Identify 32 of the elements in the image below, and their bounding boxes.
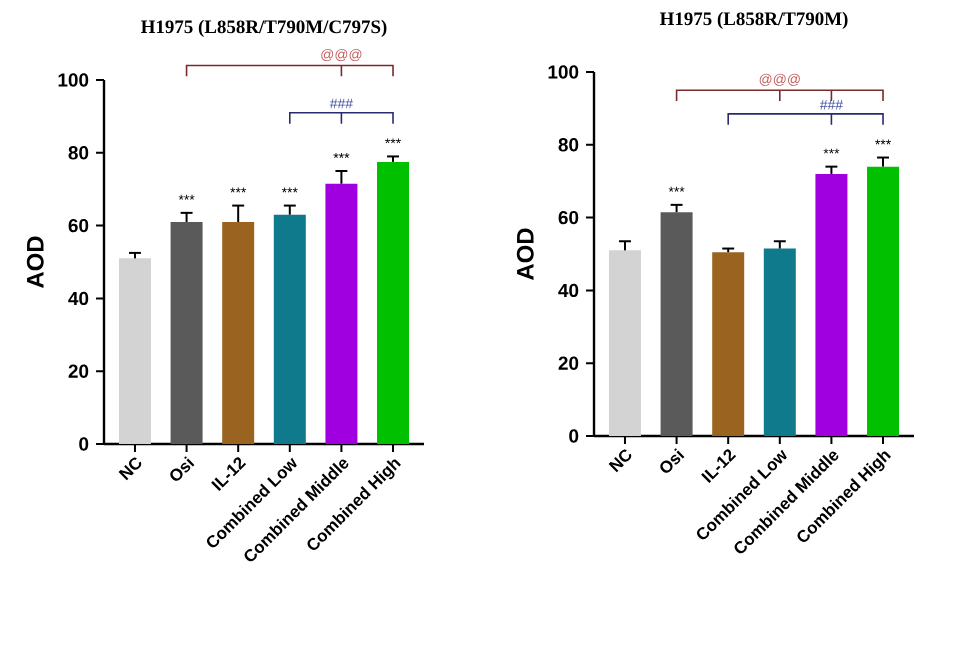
y-tick-label: 80 [558, 138, 579, 152]
chart-title: H1975 (L858R/T790M/C797S) [141, 19, 387, 37]
x-tick-label: Osi [660, 448, 685, 473]
x-tick-label: NC [608, 449, 632, 473]
bar [867, 166, 900, 436]
x-tick-label: NC [118, 457, 142, 481]
y-tick-label: 40 [558, 283, 579, 298]
y-tick-label: 0 [569, 429, 579, 443]
bar [815, 173, 848, 436]
bar [273, 214, 306, 444]
bar [712, 252, 745, 436]
bar [222, 221, 255, 444]
x-tick-label: Osi [170, 456, 195, 481]
bar [660, 212, 693, 436]
y-tick-label: 20 [68, 364, 89, 378]
y-axis-title: AOD [26, 236, 44, 288]
y-tick-label: 60 [558, 210, 579, 225]
y-axis-title: AOD [516, 228, 534, 280]
y-tick-label: 20 [558, 356, 579, 370]
bar [608, 250, 641, 436]
y-tick-label: 60 [68, 218, 89, 233]
bar [118, 258, 151, 444]
chart-title: H1975 (L858R/T790M) [659, 11, 848, 29]
y-tick-label: 100 [548, 65, 579, 79]
y-tick-label: 40 [68, 291, 89, 306]
y-tick-label: 80 [68, 146, 89, 160]
bar [170, 221, 203, 444]
bar [377, 161, 410, 444]
y-tick-label: 0 [79, 437, 89, 451]
bar [325, 183, 358, 444]
bar [763, 248, 796, 436]
y-tick-label: 100 [58, 73, 89, 87]
